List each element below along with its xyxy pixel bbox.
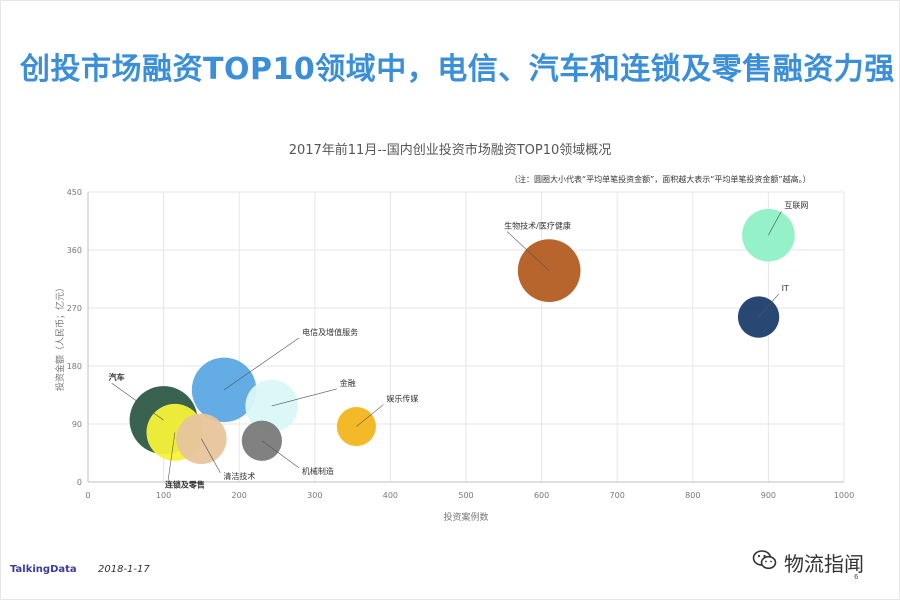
label-leader-line: [271, 388, 337, 407]
y-tick-label: 0: [77, 478, 82, 487]
label-leader-line: [201, 438, 221, 473]
y-tick-label: 270: [67, 304, 82, 313]
label-leader-line: [506, 231, 550, 271]
x-tick-label: 300: [307, 491, 322, 500]
y-axis-title: 投资金额（人民币；亿元）: [54, 283, 66, 391]
bubble-label: 汽车: [109, 372, 125, 382]
x-tick-label: 100: [156, 491, 171, 500]
bubble-point: [176, 413, 227, 465]
footer-date: 2018-1-17: [98, 564, 150, 575]
watermark-text: 物流指闻: [784, 552, 864, 576]
x-tick-label: 700: [610, 491, 625, 500]
chart-note: （注：圆圈大小代表“平均单笔投资金额”，面积越大表示“平均单笔投资金额”越高。）: [510, 174, 811, 184]
y-tick-label: 360: [67, 246, 82, 255]
page-number: 6: [854, 573, 859, 581]
x-axis-title: 投资案例数: [443, 511, 488, 523]
bubble-label: IT: [782, 284, 789, 293]
label-leader-line: [768, 211, 782, 236]
x-tick-label: 400: [383, 491, 398, 500]
x-tick-label: 500: [458, 491, 473, 500]
page-title: 创投市场融资TOP10领域中，电信、汽车和连锁及零售融资力强: [20, 52, 895, 87]
x-tick-label: 800: [685, 491, 700, 500]
bubble-point: [191, 357, 257, 423]
bubble-label: 连锁及零售: [165, 479, 205, 489]
bubble-label: 电信及增值服务: [302, 327, 358, 337]
bubble-label: 互联网: [784, 201, 808, 210]
x-tick-label: 900: [761, 491, 776, 500]
bubble-label: 清洁技术: [223, 471, 255, 481]
x-tick-label: 600: [534, 491, 549, 500]
bubble-label: 生物技术/医疗健康: [504, 221, 571, 231]
y-tick-label: 180: [67, 362, 82, 371]
bubble-point: [517, 239, 581, 302]
y-tick-label: 450: [67, 188, 82, 197]
label-leader-line: [111, 382, 164, 421]
bubble-label: 机械制造: [302, 466, 334, 476]
bubble-label: 金融: [340, 378, 356, 388]
footer-brand: TalkingData: [10, 564, 77, 575]
bubble-label: 娱乐传媒: [386, 394, 418, 404]
label-leader-line: [758, 293, 779, 318]
x-tick-label: 1000: [834, 491, 854, 500]
label-leader-line: [261, 440, 300, 468]
x-tick-label: 200: [232, 491, 247, 500]
x-tick-label: 0: [85, 491, 90, 500]
chart-title: 2017年前11月--国内创业投资市场融资TOP10领域概况: [288, 143, 612, 158]
label-leader-line: [356, 404, 384, 427]
label-leader-line: [223, 337, 300, 391]
wechat-icon: [752, 550, 777, 570]
label-leader-line: [167, 432, 176, 482]
y-tick-label: 90: [72, 420, 82, 429]
